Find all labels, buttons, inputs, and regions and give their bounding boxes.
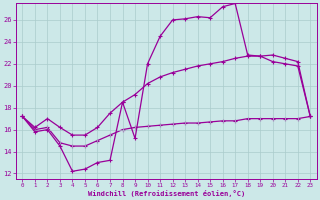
X-axis label: Windchill (Refroidissement éolien,°C): Windchill (Refroidissement éolien,°C) (88, 190, 245, 197)
